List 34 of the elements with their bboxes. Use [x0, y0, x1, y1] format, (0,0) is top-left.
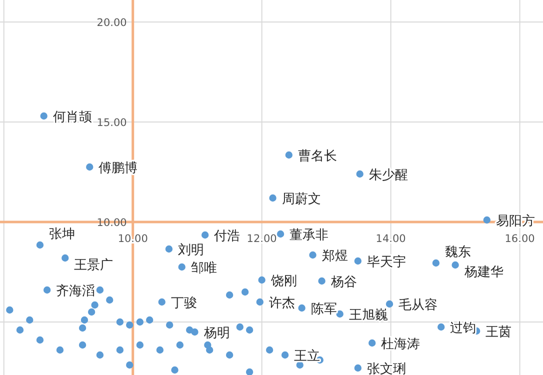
annotation: 杨建华 — [463, 265, 504, 280]
annotation: 毕天宇 — [366, 254, 406, 270]
annotation: 杨明 — [202, 326, 230, 341]
annotation: 董承非 — [290, 228, 329, 243]
annotation: 毛从容 — [398, 297, 438, 313]
annotation: 杜海涛 — [381, 337, 420, 352]
annotation: 张文琍 — [366, 362, 406, 375]
annotation: 杨谷 — [330, 275, 357, 290]
annotation: 王茵 — [486, 325, 512, 340]
y-tick-label: 10.00 — [96, 217, 127, 229]
annotation: 过钧 — [450, 321, 476, 336]
annotation: 齐海滔 — [56, 284, 96, 299]
annotation: 王立 — [294, 348, 320, 364]
y-tick-label: 20.00 — [96, 17, 127, 29]
annotation: 何肖颉 — [52, 110, 92, 125]
annotation: 魏东 — [444, 245, 471, 260]
annotation: 曹名长 — [298, 149, 337, 164]
annotation: 朱少醒 — [368, 168, 408, 183]
annotation: 周蔚文 — [282, 192, 321, 207]
x-tick-label: 12.00 — [246, 233, 277, 245]
annotation: 王景广 — [74, 258, 114, 273]
annotation: 许杰 — [268, 296, 295, 311]
y-tick-label: 15.00 — [96, 117, 127, 129]
annotation: 王旭巍 — [348, 308, 388, 323]
annotation: 饶刚 — [270, 274, 297, 289]
annotation: 刘明 — [178, 243, 204, 258]
annotation: 付浩 — [213, 229, 240, 244]
annotation: 郑煜 — [322, 249, 348, 264]
annotation: 邹唯 — [190, 261, 217, 276]
x-tick-label: 14.00 — [376, 233, 406, 245]
x-tick-label: 16.00 — [504, 233, 535, 245]
annotation: 张坤 — [48, 227, 75, 242]
annotation: 陈军 — [310, 302, 337, 317]
annotation: 丁骏 — [170, 296, 197, 311]
